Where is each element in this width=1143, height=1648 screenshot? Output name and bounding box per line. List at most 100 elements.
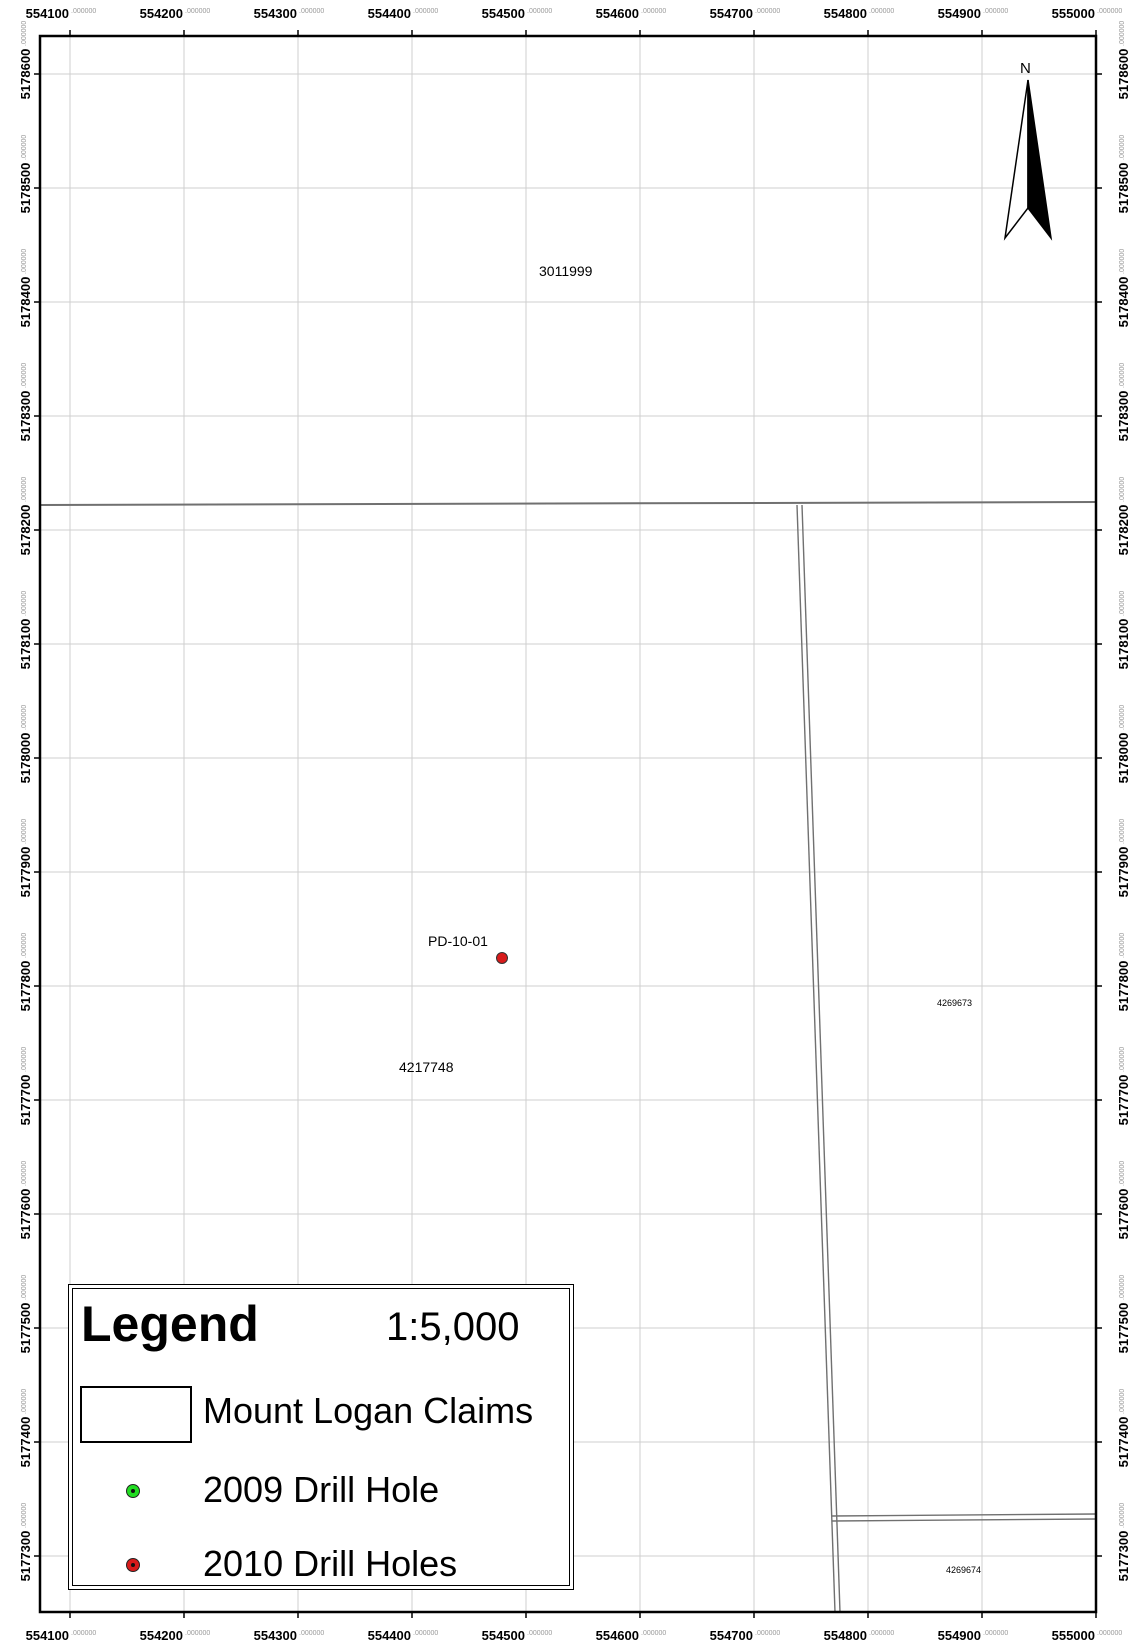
x-tick-decimal: .000000: [527, 8, 552, 15]
y-tick-decimal: .000000: [1119, 705, 1126, 730]
x-tick-decimal: .000000: [299, 1630, 324, 1637]
y-tick-label: 5177800: [1116, 961, 1131, 1012]
y-tick-decimal: .000000: [1119, 1389, 1126, 1414]
y-tick-group: 5177700 .000000: [18, 1047, 33, 1126]
x-tick-label: 554400: [368, 1628, 411, 1643]
legend-inner-border: Legend 1:5,000 Mount Logan Claims 2009 D…: [72, 1288, 570, 1586]
y-tick-group: 5178400 .000000: [18, 249, 33, 328]
y-tick-label: 5177700: [18, 1075, 33, 1126]
x-tick-decimal: .000000: [413, 1630, 438, 1637]
y-tick-label: 5177500: [1116, 1303, 1131, 1354]
claim-label-3011999: 3011999: [539, 263, 593, 279]
drill-hole-pd-10-01[interactable]: PD-10-01: [428, 933, 508, 964]
y-tick-decimal: .000000: [1119, 363, 1126, 388]
y-tick-group: 5177600 .000000: [1116, 1161, 1131, 1240]
legend-item-2009: 2009 Drill Hole: [203, 1469, 440, 1510]
y-tick-label: 5177700: [1116, 1075, 1131, 1126]
x-tick-decimal: .000000: [755, 1630, 780, 1637]
north-arrow-icon: N: [1003, 60, 1053, 241]
y-tick-decimal: .000000: [21, 21, 28, 46]
y-tick-decimal: .000000: [21, 363, 28, 388]
y-tick-decimal: .000000: [1119, 477, 1126, 502]
y-tick-label: 5177800: [18, 961, 33, 1012]
x-tick-decimal: .000000: [755, 8, 780, 15]
x-tick-label: 554500: [482, 6, 525, 21]
y-tick-label: 5178100: [1116, 619, 1131, 670]
y-tick-group: 5177500 .000000: [1116, 1275, 1131, 1354]
x-tick-label: 554800: [824, 6, 867, 21]
y-tick-group: 5177300 .000000: [1116, 1503, 1131, 1582]
y-tick-group: 5177800 .000000: [1116, 933, 1131, 1012]
x-tick-decimal: .000000: [185, 1630, 210, 1637]
y-tick-group: 5178000 .000000: [18, 705, 33, 784]
y-tick-label: 5177600: [1116, 1189, 1131, 1240]
y-tick-decimal: .000000: [21, 591, 28, 616]
y-tick-decimal: .000000: [21, 249, 28, 274]
y-tick-decimal: .000000: [1119, 933, 1126, 958]
y-tick-label: 5178600: [18, 49, 33, 100]
y-tick-group: 5178200 .000000: [18, 477, 33, 556]
x-tick-label: 554300: [254, 1628, 297, 1643]
x-tick-label: 554400: [368, 6, 411, 21]
map-frame: [38, 34, 1098, 1614]
y-tick-label: 5178000: [18, 733, 33, 784]
y-tick-group: 5178000 .000000: [1116, 705, 1131, 784]
y-tick-label: 5177900: [1116, 847, 1131, 898]
x-tick-label: 555000: [1052, 1628, 1095, 1643]
x-tick-decimal: .000000: [869, 8, 894, 15]
y-tick-label: 5177300: [1116, 1531, 1131, 1582]
north-label: N: [1020, 60, 1031, 77]
y-tick-decimal: .000000: [21, 477, 28, 502]
claim-boundary-vertical-a: [796, 504, 836, 1613]
x-tick-label: 554300: [254, 6, 297, 21]
y-tick-group: 5177900 .000000: [1116, 819, 1131, 898]
y-tick-decimal: .000000: [1119, 1275, 1126, 1300]
y-tick-decimal: .000000: [1119, 135, 1126, 160]
x-tick-decimal: .000000: [1097, 1630, 1122, 1637]
y-tick-group: 5178400 .000000: [1116, 249, 1131, 328]
y-tick-group: 5178200 .000000: [1116, 477, 1131, 556]
coordinate-grid: [40, 36, 1097, 1612]
x-tick-label: 554700: [710, 6, 753, 21]
claim-box-icon: [80, 1386, 192, 1443]
x-tick-label: 554500: [482, 1628, 525, 1643]
drill-hole-label: PD-10-01: [428, 933, 488, 949]
x-tick-decimal: .000000: [869, 1630, 894, 1637]
y-tick-decimal: .000000: [21, 1161, 28, 1186]
x-tick-label: 554900: [938, 6, 981, 21]
x-tick-decimal: .000000: [983, 8, 1008, 15]
x-tick-label: 554600: [596, 6, 639, 21]
y-tick-decimal: .000000: [1119, 1503, 1126, 1528]
y-tick-label: 5177500: [18, 1303, 33, 1354]
coordinate-ticks: 554100.000000554100.000000554200.0000005…: [18, 6, 1131, 1643]
claim-label-4217748: 4217748: [399, 1059, 454, 1075]
y-tick-label: 5177600: [18, 1189, 33, 1240]
x-tick-label: 554100: [26, 1628, 69, 1643]
claim-boundaries: [39, 501, 1097, 1613]
y-tick-label: 5178500: [18, 163, 33, 214]
y-tick-decimal: .000000: [1119, 1047, 1126, 1072]
x-tick-decimal: .000000: [983, 1630, 1008, 1637]
legend-item-claims: Mount Logan Claims: [203, 1390, 534, 1431]
legend-panel: Legend 1:5,000 Mount Logan Claims 2009 D…: [68, 1284, 574, 1590]
y-tick-group: 5178100 .000000: [1116, 591, 1131, 670]
y-tick-group: 5178600 .000000: [1116, 21, 1131, 100]
x-tick-label: 554700: [710, 1628, 753, 1643]
y-tick-decimal: .000000: [1119, 1161, 1126, 1186]
y-tick-group: 5178600 .000000: [18, 21, 33, 100]
map-scale: 1:5,000: [386, 1305, 520, 1349]
y-tick-group: 5178100 .000000: [18, 591, 33, 670]
y-tick-decimal: .000000: [21, 135, 28, 160]
x-tick-decimal: .000000: [1097, 8, 1122, 15]
y-tick-decimal: .000000: [21, 819, 28, 844]
y-tick-group: 5177700 .000000: [1116, 1047, 1131, 1126]
green-dot-icon: [126, 1484, 140, 1498]
y-tick-group: 5178500 .000000: [18, 135, 33, 214]
x-tick-label: 554600: [596, 1628, 639, 1643]
y-tick-label: 5178300: [1116, 391, 1131, 442]
y-tick-label: 5177400: [1116, 1417, 1131, 1468]
y-tick-decimal: .000000: [1119, 21, 1126, 46]
claim-boundary-horizontal: [39, 501, 1097, 506]
y-tick-decimal: .000000: [21, 1275, 28, 1300]
y-tick-label: 5177300: [18, 1531, 33, 1582]
